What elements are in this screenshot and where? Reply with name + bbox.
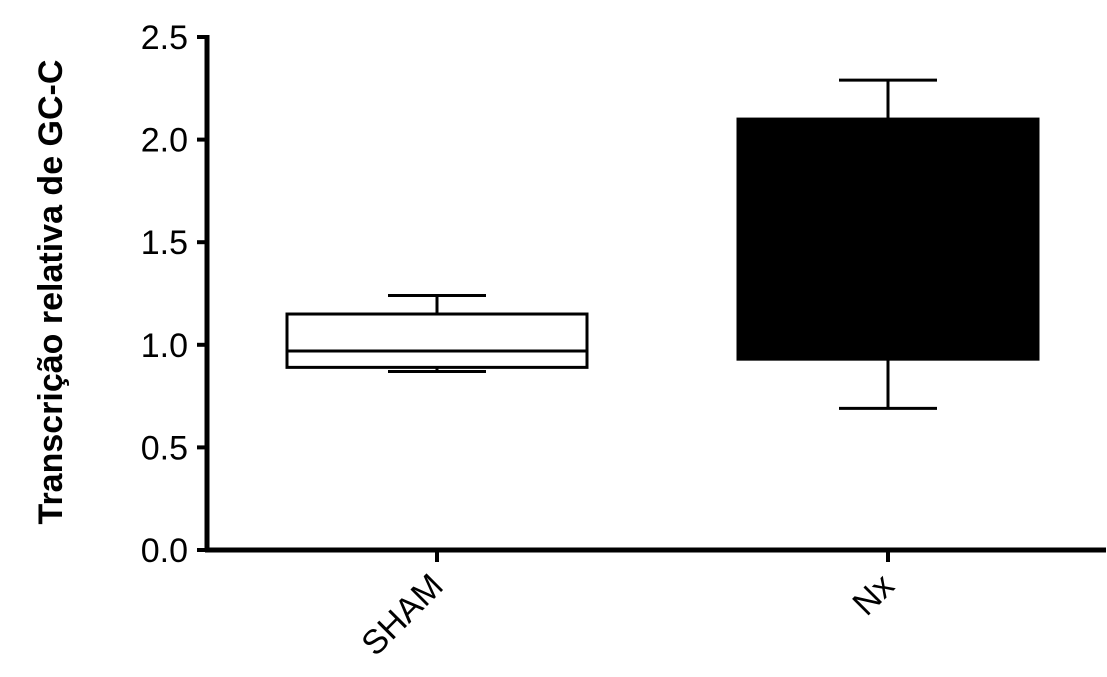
box-iqr — [285, 312, 589, 369]
y-axis-ticks: 0.0 0.5 1.0 1.5 2.0 2.5 — [141, 19, 207, 570]
box-sham — [285, 294, 589, 373]
y-tick-label: 2.5 — [141, 19, 188, 57]
boxes-layer — [285, 78, 1040, 410]
y-tick-label: 0.5 — [141, 429, 188, 467]
x-category-label: SHAM — [354, 567, 450, 663]
y-tick-label: 0.0 — [141, 532, 188, 570]
y-tick-label: 1.0 — [141, 327, 188, 365]
box-nx — [736, 78, 1040, 410]
box-iqr — [736, 117, 1040, 361]
x-category-label: Nx — [845, 567, 901, 623]
y-tick-label: 2.0 — [141, 122, 188, 160]
y-axis-title: Transcrição relativa de GC-C — [32, 60, 70, 525]
x-axis-ticks: SHAM Nx — [354, 550, 902, 663]
y-tick-label: 1.5 — [141, 224, 188, 262]
